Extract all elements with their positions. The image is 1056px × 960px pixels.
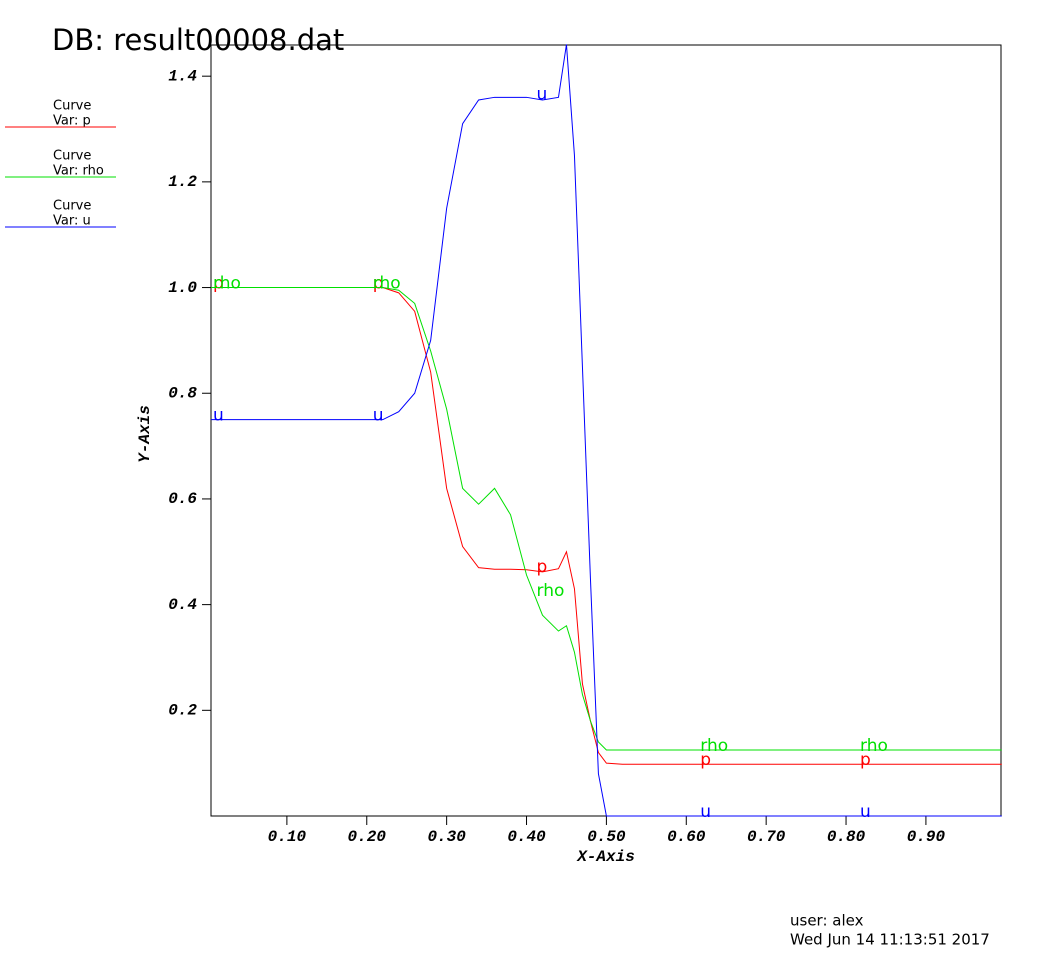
curve-label: rho: [213, 274, 241, 294]
curve-label: rho: [700, 736, 728, 756]
curve-label: p: [373, 274, 384, 294]
y-tick-label: 0.8: [168, 384, 197, 402]
curve-label: p: [213, 274, 224, 294]
curve-label: u: [213, 406, 224, 426]
x-tick-label: 0.10: [268, 828, 307, 846]
curve-label: rho: [860, 736, 888, 756]
y-tick-label: 1.0: [168, 279, 197, 297]
x-tick-label: 0.20: [348, 828, 387, 846]
legend-label: Var: rho: [53, 164, 104, 179]
legend-label: Var: p: [53, 114, 91, 129]
x-tick-label: 0.70: [747, 828, 786, 846]
series-line: [211, 44, 1002, 817]
user-label: user: alex: [790, 912, 864, 930]
legend-label: Var: u: [53, 214, 91, 229]
y-tick-label: 1.4: [168, 67, 197, 85]
curve-label: rho: [373, 274, 401, 294]
chart-title: DB: result00008.dat: [52, 23, 344, 57]
curve-label: p: [537, 557, 548, 577]
legend-title: Curve: [53, 149, 91, 164]
y-axis-label: Y-Axis: [136, 405, 154, 463]
date-label: Wed Jun 14 11:13:51 2017: [790, 931, 990, 949]
series-line: [211, 287, 1002, 765]
x-tick-label: 0.30: [427, 828, 466, 846]
curve-label: u: [537, 85, 548, 105]
plot-frame: [210, 44, 1002, 817]
legend-title: Curve: [53, 199, 91, 214]
x-tick-label: 0.60: [667, 828, 706, 846]
x-tick-label: 0.40: [507, 828, 546, 846]
legend-title: Curve: [53, 99, 91, 114]
x-axis-label: X-Axis: [576, 848, 635, 866]
x-tick-label: 0.80: [827, 828, 866, 846]
curve-label: u: [373, 406, 384, 426]
y-tick-label: 1.2: [168, 173, 197, 191]
curve-label: u: [700, 802, 711, 822]
curve-label: p: [860, 750, 871, 770]
y-tick-label: 0.4: [168, 596, 197, 614]
curve-label: u: [860, 802, 871, 822]
x-tick-label: 0.90: [907, 828, 946, 846]
series-line: [211, 287, 1002, 751]
curve-label: rho: [537, 581, 565, 601]
y-tick-label: 0.2: [168, 702, 197, 720]
y-tick-label: 0.6: [168, 490, 197, 508]
x-tick-label: 0.50: [587, 828, 626, 846]
curve-label: p: [700, 750, 711, 770]
